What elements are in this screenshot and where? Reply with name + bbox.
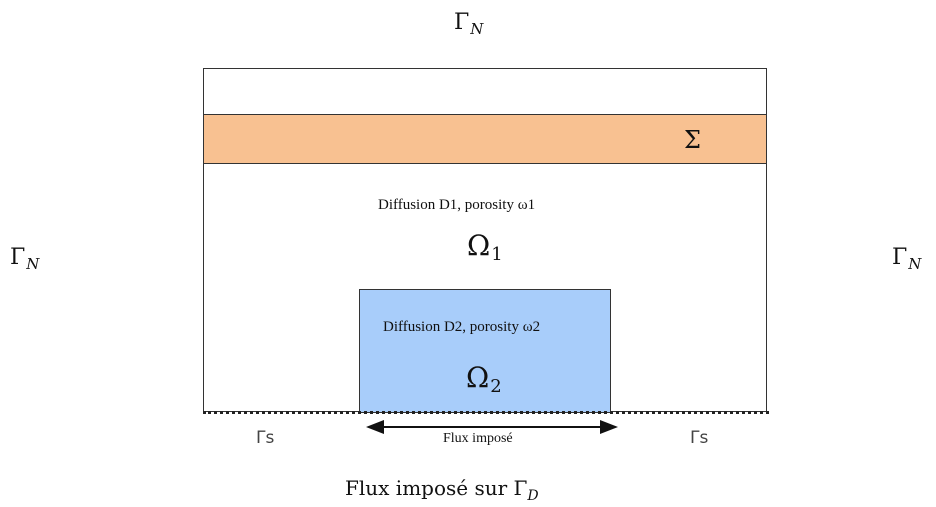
- gamma-n-left-sub: N: [26, 255, 40, 273]
- flux-arrow-label: Flux imposé: [443, 431, 513, 446]
- gamma-n-top-label: ΓN: [454, 12, 483, 37]
- gamma-n-right-base: Γ: [892, 245, 908, 270]
- gamma-n-right-label: ΓN: [892, 247, 921, 272]
- gamma-s-right-label: Γs: [690, 428, 709, 448]
- omega1-sub: 1: [491, 244, 503, 265]
- region2-description: Diffusion D2, porosity ω2: [383, 319, 541, 335]
- omega2-region: [359, 289, 611, 413]
- region1-description: Diffusion D1, porosity ω1: [378, 197, 536, 213]
- omega2-sub: 2: [490, 376, 502, 397]
- gamma-n-left-base: Γ: [10, 245, 26, 270]
- gamma-n-top-base: Γ: [454, 10, 470, 35]
- bottom-caption-text: Flux imposé sur Γ: [345, 476, 528, 500]
- gamma-n-top-sub: N: [470, 20, 484, 38]
- flux-arrow-head-left: [366, 420, 384, 434]
- sigma-band: [204, 114, 766, 164]
- gamma-n-left-label: ΓN: [10, 247, 39, 272]
- bottom-caption-sub: D: [527, 488, 539, 504]
- omega2-label: Ω2: [466, 364, 502, 396]
- omega1-label: Ω1: [467, 232, 503, 264]
- omega1-base: Ω: [467, 229, 491, 262]
- gamma-n-right-sub: N: [908, 255, 922, 273]
- gamma-s-left-label: Γs: [256, 428, 275, 448]
- sigma-label: Σ: [684, 126, 701, 154]
- flux-double-arrow: [366, 420, 618, 434]
- dirichlet-boundary-line: [203, 411, 769, 414]
- bottom-caption: Flux imposé sur ΓD: [345, 476, 539, 504]
- flux-arrow-head-right: [600, 420, 618, 434]
- omega2-base: Ω: [466, 361, 490, 394]
